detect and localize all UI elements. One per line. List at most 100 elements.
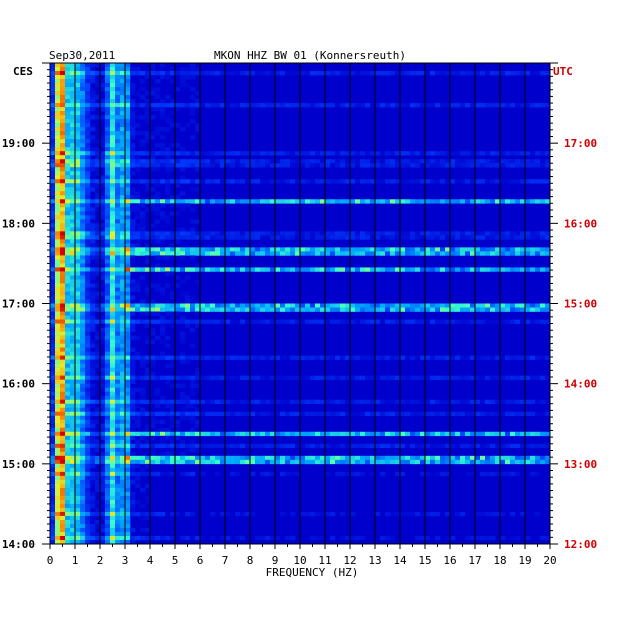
spectrogram-cell (195, 151, 201, 156)
spectrogram-cell (60, 319, 66, 324)
spectrogram-cell (145, 471, 151, 477)
spectrogram-cell (145, 483, 151, 489)
spectrogram-cell (320, 235, 326, 240)
spectrogram-cell (85, 463, 91, 469)
spectrogram-cell (115, 411, 121, 417)
spectrogram-cell (150, 239, 156, 244)
spectrogram-cell (240, 151, 246, 156)
spectrogram-cell (90, 419, 96, 425)
spectrogram-cell (450, 303, 456, 308)
spectrogram-cell (425, 471, 431, 477)
spectrogram-cell (545, 71, 551, 76)
spectrogram-cell (435, 355, 441, 360)
spectrogram-cell (105, 507, 111, 513)
spectrogram-cell (60, 63, 66, 68)
spectrogram-cell (320, 231, 326, 236)
spectrogram-cell (105, 443, 111, 449)
spectrogram-cell (95, 375, 101, 380)
spectrogram-cell (430, 103, 436, 108)
spectrogram-cell (65, 111, 71, 116)
spectrogram-cell (175, 283, 181, 288)
spectrogram-cell (400, 235, 406, 240)
spectrogram-cell (195, 263, 201, 268)
spectrogram-cell (450, 355, 456, 360)
spectrogram-cell (130, 203, 136, 208)
spectrogram-cell (485, 355, 491, 360)
spectrogram-cell (155, 79, 161, 84)
spectrogram-cell (75, 535, 81, 541)
spectrogram-cell (260, 303, 266, 308)
spectrogram-cell (180, 395, 186, 400)
spectrogram-cell (100, 243, 106, 248)
spectrogram-cell (510, 151, 516, 156)
spectrogram-cell (225, 375, 231, 380)
spectrogram-cell (160, 443, 166, 449)
x-axis-label: FREQUENCY (HZ) (266, 566, 359, 579)
spectrogram-cell (300, 303, 306, 308)
spectrogram-cell (210, 511, 216, 517)
spectrogram-cell (75, 511, 81, 517)
spectrogram-cell (195, 303, 201, 308)
spectrogram-cell (185, 299, 191, 304)
spectrogram-cell (525, 459, 531, 465)
spectrogram-cell (375, 399, 381, 405)
spectrogram-cell (85, 331, 91, 336)
spectrogram-cell (105, 391, 111, 396)
spectrogram-cell (315, 355, 321, 360)
spectrogram-cell (150, 455, 156, 461)
spectrogram-cell (165, 267, 171, 272)
spectrogram-cell (210, 459, 216, 465)
spectrogram-cell (285, 151, 291, 156)
spectrogram-cell (320, 163, 326, 168)
spectrogram-cell (105, 347, 111, 352)
spectrogram-cell (70, 399, 76, 405)
left-tick-label: 18:00 (2, 217, 35, 230)
spectrogram-cell (115, 119, 121, 124)
spectrogram-cell (85, 75, 91, 80)
spectrogram-cell (85, 279, 91, 284)
spectrogram-cell (295, 307, 301, 312)
spectrogram-cell (80, 411, 86, 417)
spectrogram-cell (160, 431, 166, 437)
spectrogram-cell (515, 303, 521, 308)
spectrogram-cell (275, 431, 281, 437)
spectrogram-cell (130, 431, 136, 437)
spectrogram-cell (545, 247, 551, 252)
spectrogram-cell (390, 71, 396, 76)
spectrogram-cell (175, 431, 181, 437)
spectrogram-cell (95, 535, 101, 541)
spectrogram-cell (100, 427, 106, 433)
spectrogram-cell (405, 511, 411, 517)
spectrogram-cell (540, 231, 546, 236)
spectrogram-cell (340, 443, 346, 449)
spectrogram-cell (70, 223, 76, 228)
spectrogram-cell (425, 375, 431, 380)
spectrogram-cell (280, 231, 286, 236)
spectrogram-cell (510, 455, 516, 461)
spectrogram-cell (435, 319, 441, 324)
spectrogram-cell (310, 71, 316, 76)
spectrogram-cell (115, 267, 121, 272)
spectrogram-cell (65, 347, 71, 352)
spectrogram-cell (160, 203, 166, 208)
spectrogram-cell (140, 151, 146, 156)
spectrogram-cell (60, 447, 66, 453)
spectrogram-cell (485, 511, 491, 517)
spectrogram-cell (270, 103, 276, 108)
spectrogram-cell (315, 459, 321, 465)
spectrogram-cell (410, 303, 416, 308)
spectrogram-cell (545, 307, 551, 312)
spectrogram-cell (50, 459, 56, 465)
spectrogram-cell (390, 103, 396, 108)
spectrogram-cell (120, 179, 126, 184)
spectrogram-cell (85, 255, 91, 260)
spectrogram-cell (380, 103, 386, 108)
spectrogram-cell (50, 355, 56, 360)
spectrogram-cell (235, 71, 241, 76)
spectrogram-cell (80, 507, 86, 513)
spectrogram-cell (80, 211, 86, 216)
spectrogram-cell (105, 99, 111, 104)
spectrogram-cell (440, 303, 446, 308)
spectrogram-cell (410, 235, 416, 240)
spectrogram-cell (100, 355, 106, 360)
